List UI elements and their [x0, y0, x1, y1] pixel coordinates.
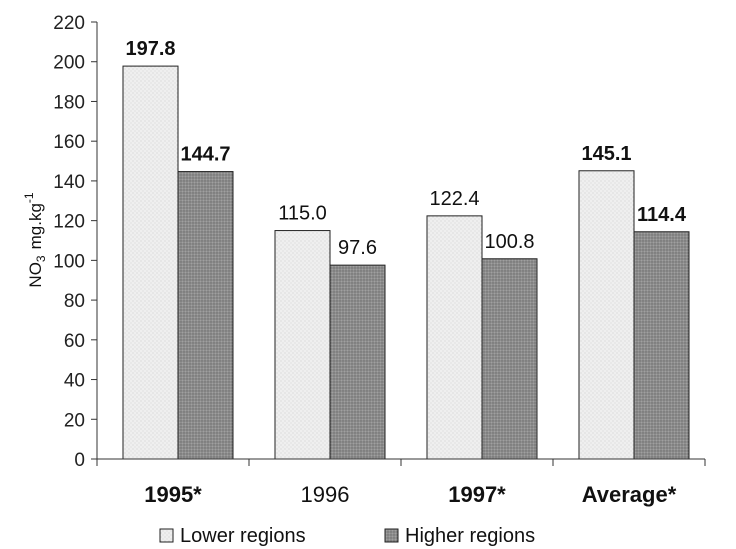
legend-label: Higher regions: [405, 525, 535, 547]
bar-higher-regions: [633, 231, 690, 460]
bar-higher-regions: [329, 264, 386, 460]
y-tick-label: 200: [53, 53, 85, 74]
x-axis-labels: 1995* 1996 1997* Average*: [144, 482, 676, 507]
bar-lower-regions: [274, 230, 331, 460]
y-tick-label: 80: [64, 291, 85, 312]
legend-swatch: [384, 528, 399, 543]
x-category-label: Average*: [582, 482, 677, 507]
y-tick-label: 60: [64, 331, 85, 352]
bar-lower-regions: [426, 215, 483, 460]
y-title-base: NO: [26, 262, 45, 288]
data-label: 114.4: [637, 204, 687, 226]
y-tick-label: 120: [53, 212, 85, 233]
data-label: 145.1: [581, 143, 631, 165]
data-label: 144.7: [180, 144, 230, 166]
legend-swatch: [159, 528, 174, 543]
data-label: 100.8: [484, 231, 534, 253]
y-title-exponent: -1: [22, 192, 36, 203]
y-tick-label: 20: [64, 410, 85, 431]
data-label: 197.8: [125, 38, 175, 60]
y-tick-label: 180: [53, 92, 85, 113]
y-axis-title: NO3 mg.kg-1: [22, 192, 48, 287]
x-category-label: 1997*: [448, 482, 506, 507]
y-tick-label: 140: [53, 172, 85, 193]
y-tick-label: 160: [53, 132, 85, 153]
data-label: 97.6: [338, 237, 377, 259]
bar-lower-regions: [578, 170, 635, 460]
bar-higher-regions: [481, 258, 538, 460]
y-tick-label: 220: [53, 13, 85, 34]
bar-lower-regions: [122, 65, 179, 460]
data-label: 122.4: [429, 188, 479, 210]
x-category-label: 1996: [301, 482, 350, 507]
x-category-label: 1995*: [144, 482, 202, 507]
y-title-subscript: 3: [34, 255, 48, 262]
y-tick-label: 40: [64, 371, 85, 392]
y-tick-label: 100: [53, 251, 85, 272]
y-tick-label: 0: [74, 450, 85, 471]
legend-label: Lower regions: [180, 525, 306, 547]
y-title-unit: mg.kg: [26, 203, 45, 249]
data-label: 115.0: [278, 203, 327, 225]
bars-group: [122, 65, 690, 460]
bar-higher-regions: [177, 171, 234, 460]
legend: Lower regions Higher regions: [159, 525, 535, 547]
y-axis-ticks: 0 20 40 60 80 100 120 140 160 180 200 220: [53, 13, 706, 471]
